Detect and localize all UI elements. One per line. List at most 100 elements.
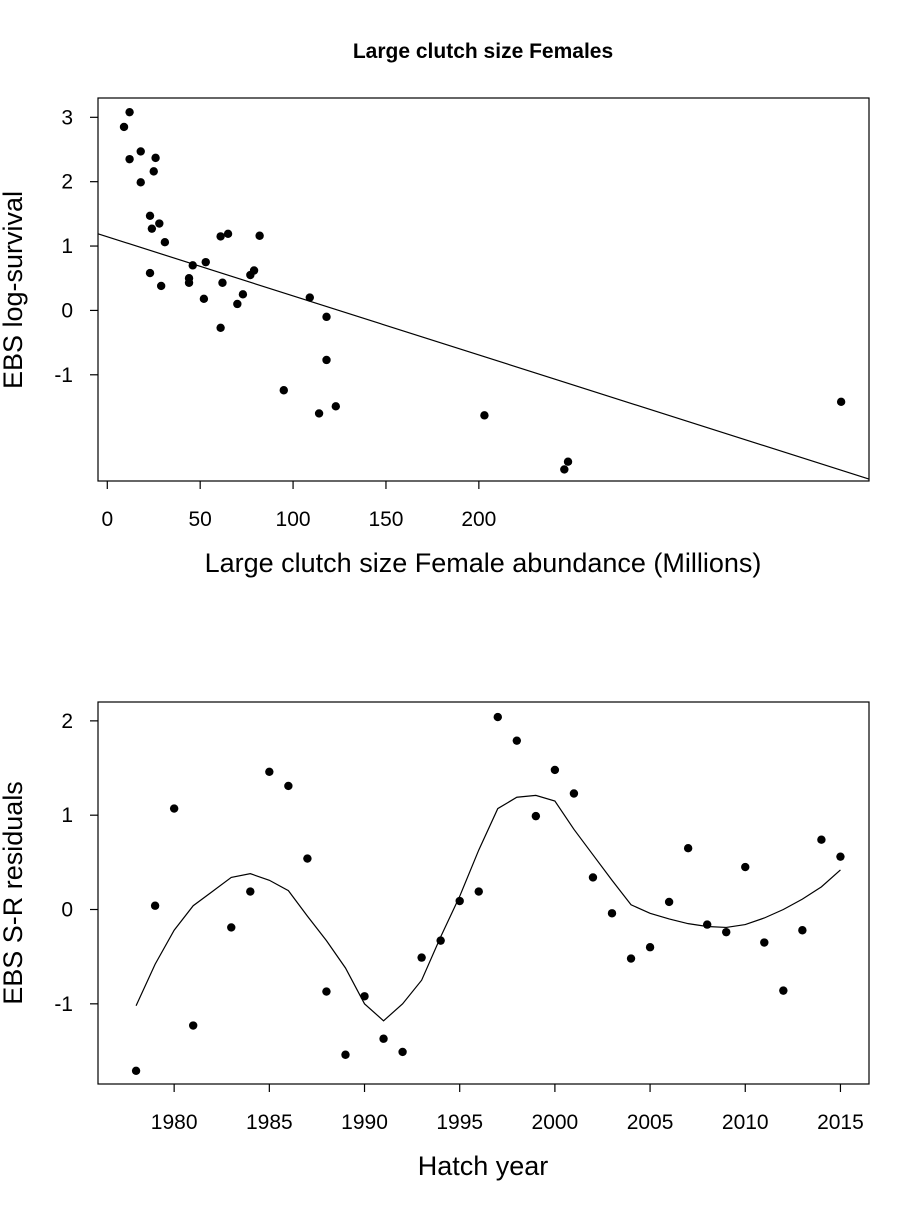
bottom-point-31 — [741, 862, 750, 872]
top-point-8 — [149, 167, 158, 176]
top-point-36 — [836, 397, 846, 407]
bottom-y-axis-label: EBS S-R residuals — [0, 781, 28, 1005]
bottom-chart: -1 0 1 2 1980 1985 1990 1995 2000 2005 2010 2015 H… — [0, 701, 870, 1181]
bottom-point-29 — [702, 920, 712, 929]
bottom-point-34 — [798, 926, 807, 935]
top-point-12 — [160, 237, 170, 247]
top-point-16 — [199, 294, 209, 304]
bottom-point-0 — [131, 1066, 141, 1075]
bottom-x-tick-label-5: 2005 — [627, 1111, 674, 1134]
top-point-0 — [119, 122, 129, 132]
bottom-point-6 — [265, 767, 274, 776]
bottom-point-36 — [836, 852, 845, 861]
top-plot-frame — [97, 97, 870, 482]
top-point-33 — [480, 411, 489, 420]
top-point-32 — [331, 402, 341, 411]
top-point-5 — [145, 268, 155, 278]
bottom-point-27 — [664, 897, 674, 907]
bottom-point-4 — [227, 923, 236, 932]
bottom-point-12 — [379, 1034, 388, 1043]
top-points — [119, 107, 846, 474]
bottom-point-3 — [188, 1021, 198, 1030]
bottom-point-1 — [150, 901, 160, 910]
bottom-x-tick-label-7: 2015 — [817, 1111, 864, 1134]
top-point-3 — [136, 147, 145, 156]
bottom-point-35 — [817, 835, 826, 844]
bottom-point-19 — [512, 736, 522, 745]
bottom-y-tick-label-2: 1 — [61, 804, 73, 827]
top-x-ticks: 0 50 100 150 200 — [101, 481, 496, 531]
bottom-point-17 — [474, 887, 483, 896]
bottom-y-tick-label-3: 2 — [61, 710, 73, 733]
top-point-15 — [188, 261, 197, 270]
top-point-9 — [151, 153, 160, 163]
bottom-x-tick-label-4: 2000 — [532, 1111, 579, 1134]
bottom-x-tick-label-0: 1980 — [151, 1111, 198, 1134]
figure-title: Large clutch size Females — [353, 40, 613, 63]
top-x-tick-label-0: 0 — [101, 508, 113, 531]
top-y-tick-label-2: 1 — [61, 235, 73, 258]
bottom-point-18 — [493, 712, 502, 722]
bottom-y-tick-label-1: 0 — [61, 899, 73, 922]
bottom-x-ticks: 1980 1985 1990 1995 2000 2005 2010 2015 — [151, 1084, 864, 1134]
bottom-point-5 — [246, 887, 255, 896]
top-point-22 — [233, 299, 242, 309]
top-point-28 — [305, 293, 314, 302]
bottom-y-tick-label-0: -1 — [54, 993, 73, 1016]
bottom-point-24 — [607, 909, 617, 918]
bottom-point-22 — [569, 789, 579, 798]
bottom-point-8 — [303, 854, 312, 863]
bottom-points — [131, 712, 845, 1075]
bottom-point-25 — [626, 954, 636, 963]
bottom-point-15 — [436, 936, 445, 945]
bottom-point-14 — [417, 953, 426, 962]
top-regression-line — [97, 233, 870, 480]
top-point-30 — [322, 312, 331, 322]
top-point-10 — [155, 219, 164, 228]
bottom-point-21 — [550, 765, 560, 775]
bottom-point-10 — [341, 1050, 350, 1059]
top-point-1 — [125, 107, 134, 117]
top-point-29 — [314, 409, 324, 418]
top-y-ticks: -1 0 1 2 3 — [54, 106, 98, 387]
bottom-y-ticks: -1 0 1 2 — [54, 710, 98, 1016]
top-point-27 — [279, 386, 288, 395]
bottom-point-16 — [455, 896, 464, 906]
top-point-7 — [147, 224, 157, 233]
bottom-x-axis-label: Hatch year — [418, 1151, 549, 1181]
top-point-31 — [322, 355, 331, 365]
top-x-tick-label-2: 100 — [276, 508, 311, 531]
bottom-point-11 — [360, 992, 369, 1001]
top-point-19 — [216, 232, 225, 241]
top-point-20 — [218, 278, 227, 287]
top-point-21 — [223, 229, 233, 239]
bottom-point-23 — [588, 873, 598, 882]
top-x-axis-label: Large clutch size Female abundance (Mill… — [205, 548, 762, 578]
bottom-x-tick-label-3: 1995 — [436, 1111, 483, 1134]
bottom-x-tick-label-1: 1985 — [246, 1111, 293, 1134]
bottom-point-28 — [683, 843, 693, 853]
top-y-tick-label-0: -1 — [54, 364, 73, 387]
bottom-plot-frame — [97, 701, 870, 1085]
top-y-tick-label-1: 0 — [61, 299, 73, 322]
top-x-tick-label-4: 200 — [461, 508, 496, 531]
top-point-23 — [238, 290, 248, 299]
bottom-point-32 — [760, 938, 769, 947]
bottom-x-tick-label-6: 2010 — [722, 1111, 769, 1134]
top-y-axis-label: EBS log-survival — [0, 191, 28, 389]
bottom-smooth-line — [135, 794, 841, 1022]
top-point-17 — [201, 257, 210, 267]
top-point-34 — [560, 465, 569, 474]
top-point-2 — [125, 154, 134, 164]
top-y-tick-label-3: 2 — [61, 171, 73, 194]
bottom-point-30 — [722, 927, 731, 937]
bottom-point-20 — [531, 811, 541, 821]
bottom-point-9 — [322, 987, 331, 996]
top-x-tick-label-1: 50 — [189, 508, 212, 531]
top-point-26 — [255, 231, 264, 240]
top-y-tick-label-4: 3 — [61, 106, 73, 129]
bottom-point-7 — [284, 781, 293, 791]
top-point-14 — [184, 278, 194, 287]
top-point-35 — [563, 457, 573, 466]
